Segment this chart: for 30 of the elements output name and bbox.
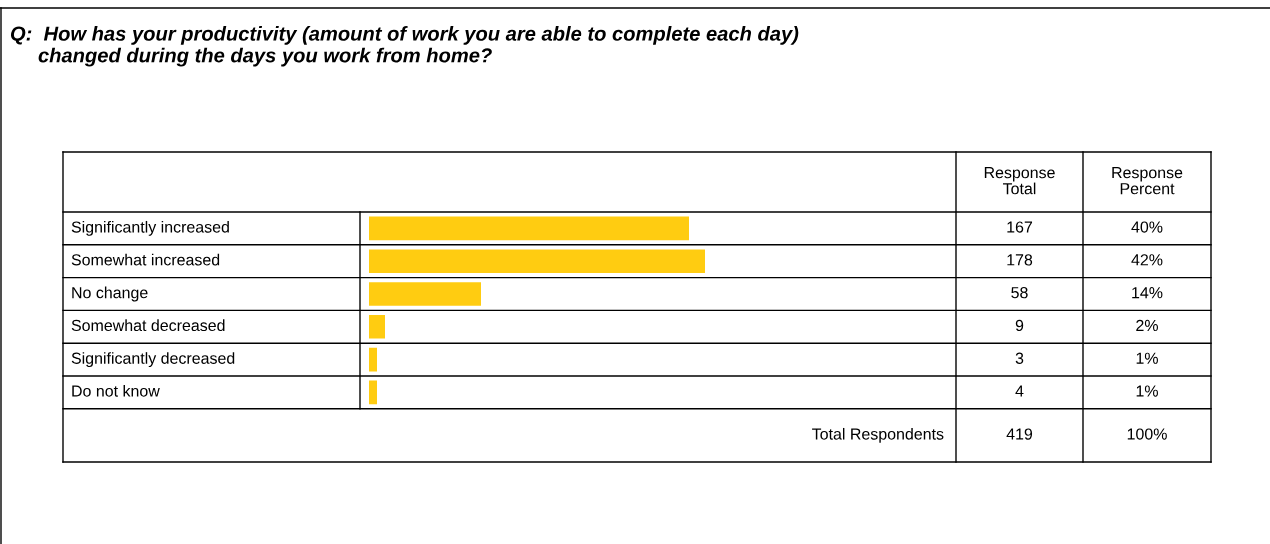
y-tick-label: Significantly increased [71, 220, 229, 236]
chart-title: Q: How has your productivity (amount of work you are able to complete each day) changed during the days you work from home? [10, 26, 799, 67]
text: 3 [1015, 352, 1024, 364]
data-label: 42% [1131, 254, 1163, 266]
data-label: 2% [1136, 319, 1158, 332]
text: Response Percent [1112, 167, 1183, 195]
text: Response Total [984, 167, 1055, 195]
text: 167 [1007, 221, 1033, 233]
y-tick-label: Somewhat decreased [71, 319, 225, 332]
text: 100% [1127, 428, 1167, 440]
bar [369, 314, 385, 339]
text: 178 [1007, 254, 1033, 266]
text: 9 [1015, 319, 1024, 332]
bar [369, 216, 689, 241]
text: Total Respondents [812, 427, 944, 443]
data-label: 1% [1136, 352, 1158, 364]
bar [369, 347, 377, 372]
text: 4 [1015, 385, 1024, 397]
y-tick-label: Somewhat increased [71, 253, 220, 266]
y-tick-label: No change [72, 286, 148, 302]
data-label: 40% [1131, 221, 1163, 233]
data-label: 1% [1136, 385, 1158, 397]
text: 58 [1011, 286, 1028, 299]
data-label: 14% [1132, 287, 1163, 299]
text: 419 [1006, 428, 1033, 440]
bar [369, 249, 705, 274]
y-tick-label: Do not know [72, 384, 160, 397]
bar [369, 380, 377, 405]
y-tick-label: Significantly decreased [71, 352, 235, 368]
bar [369, 282, 481, 306]
